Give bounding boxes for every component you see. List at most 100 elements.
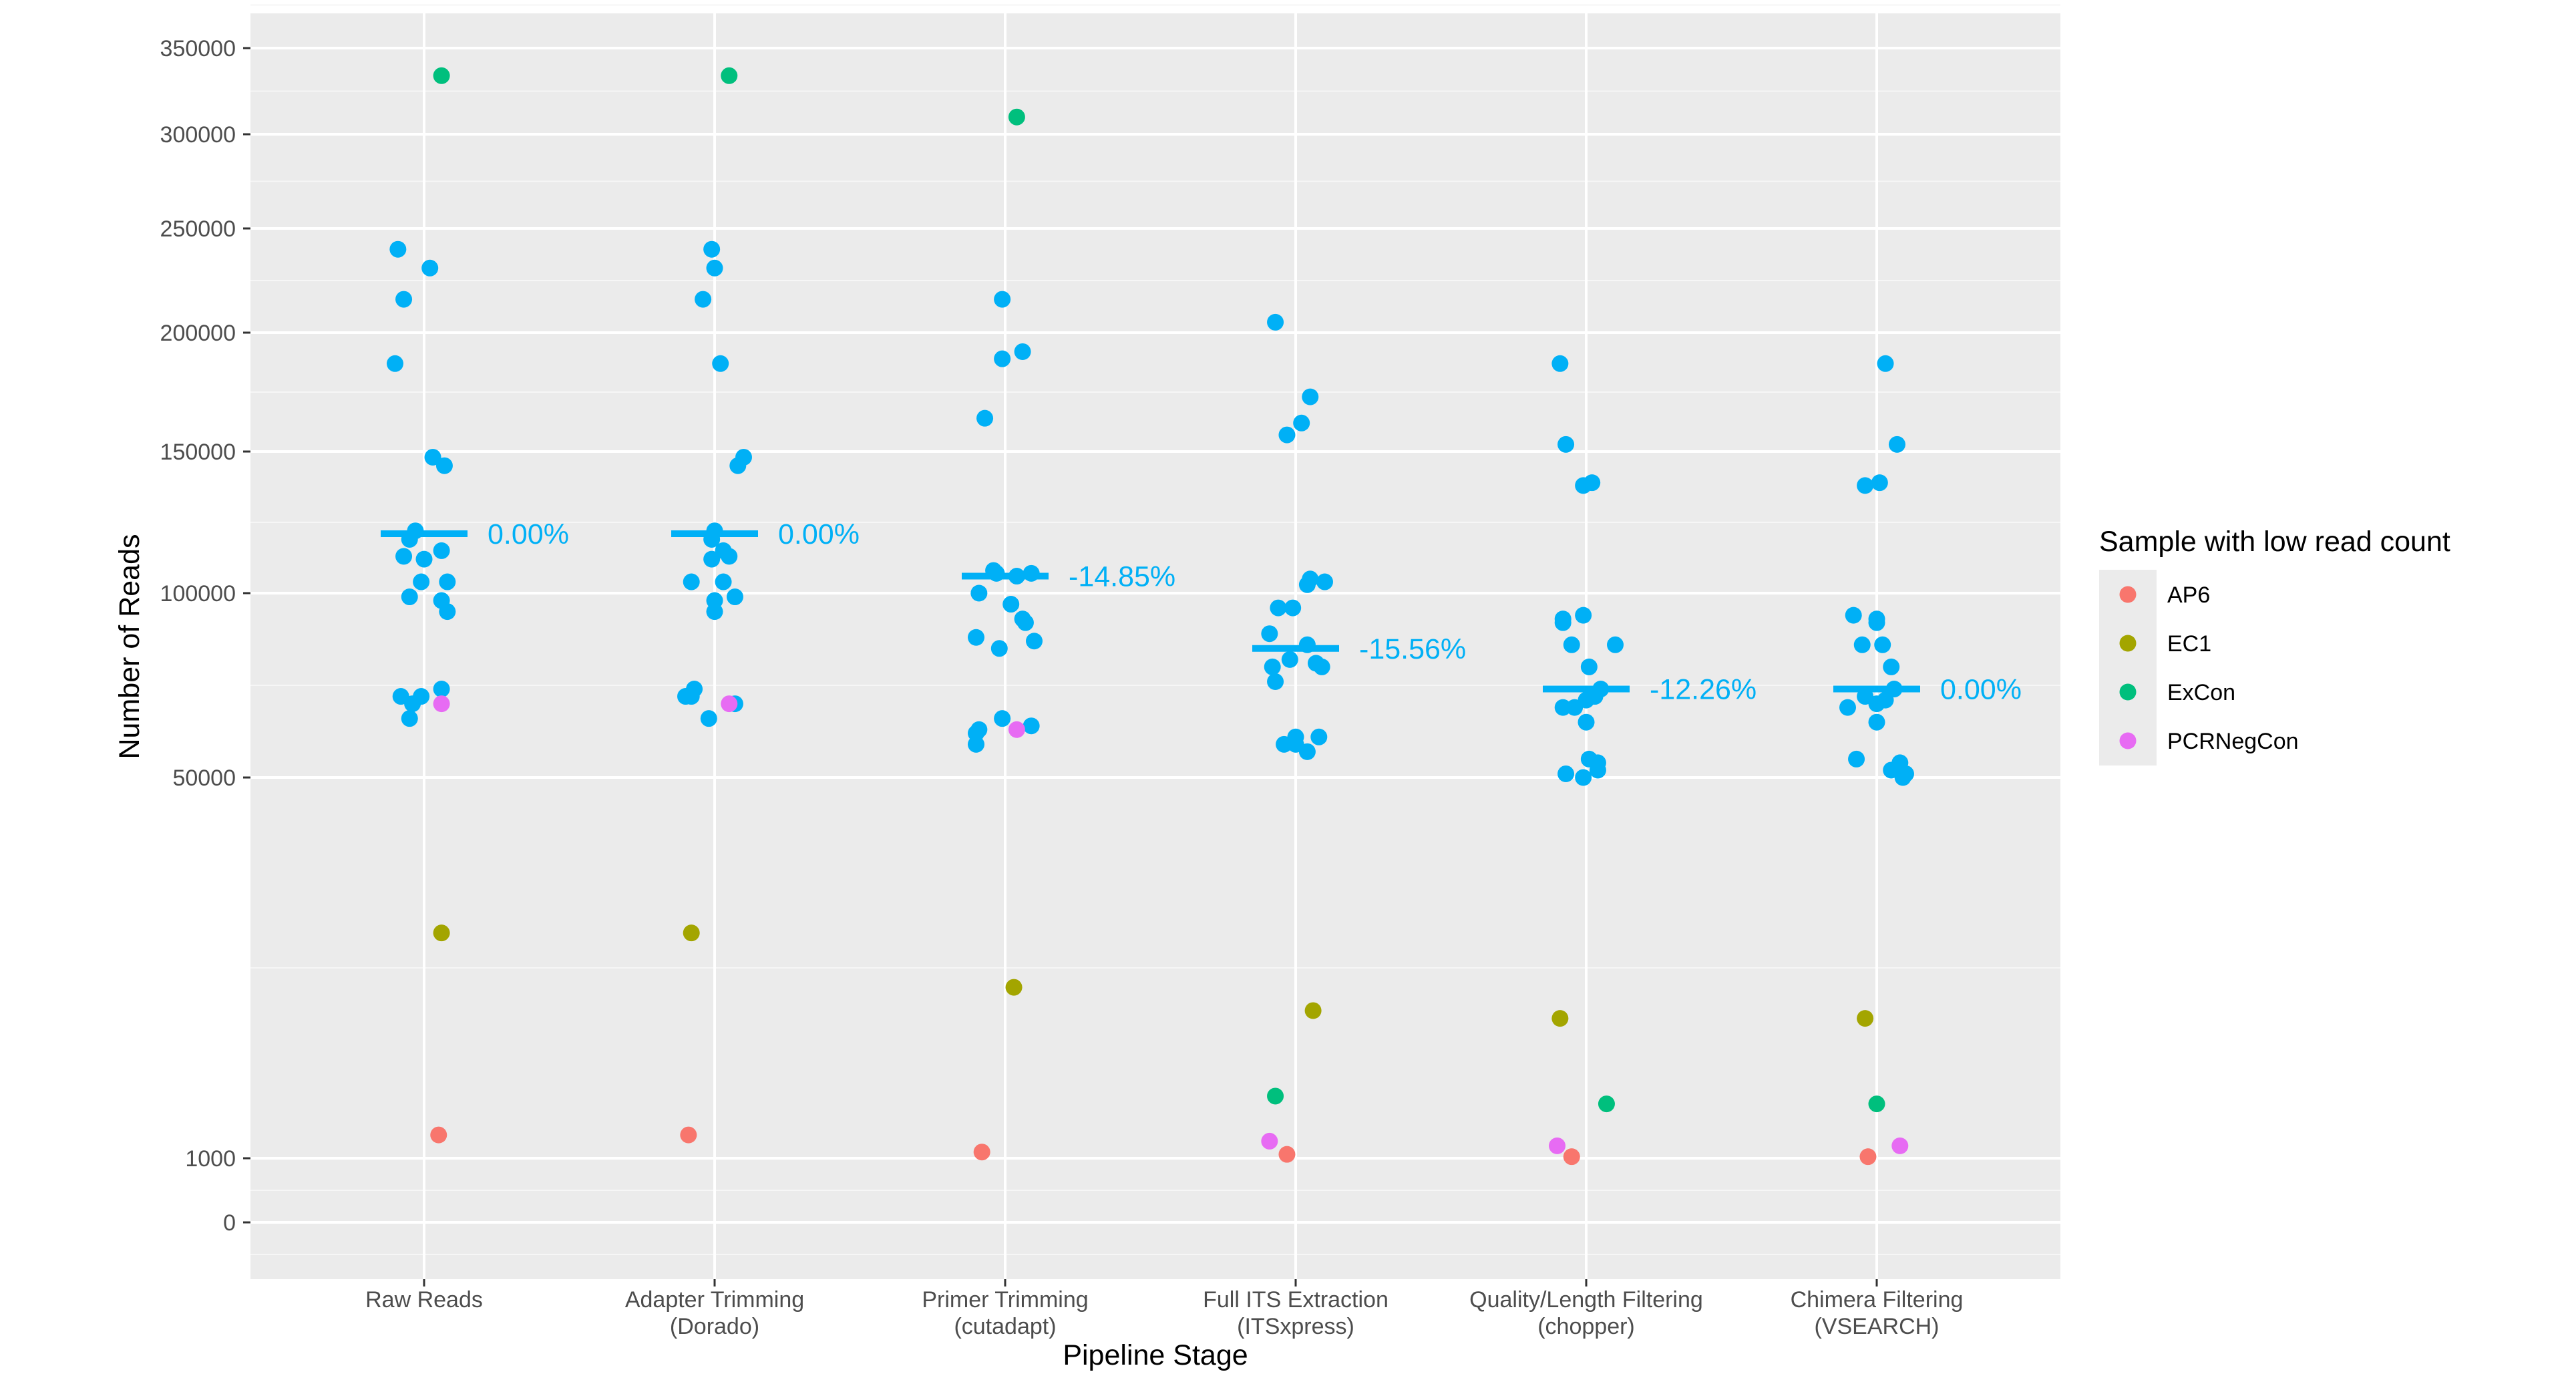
x-tick-label: Raw Reads <box>365 1287 483 1313</box>
point-other-samples <box>1607 636 1624 653</box>
point-other-samples <box>1298 743 1316 760</box>
legend-key <box>2119 586 2137 603</box>
point-other-samples <box>1578 713 1595 731</box>
point-other-samples <box>1839 699 1856 716</box>
point-other-samples <box>1298 576 1316 593</box>
point-other-samples <box>404 695 421 713</box>
legend-label: PCRNegCon <box>2167 729 2299 754</box>
point-other-samples <box>703 240 721 258</box>
y-axis-ticks: 0 1000 50000 100000 150000 200000 250000 300000… <box>160 36 250 1236</box>
legend: Sample with low read count AP6 EC1 ExCon PC… <box>2099 526 2450 765</box>
y-tick-label: 200000 <box>160 321 236 346</box>
point-other-samples <box>421 259 439 277</box>
point-other-samples <box>1575 769 1592 786</box>
point-other-samples <box>994 350 1011 367</box>
point-other-samples <box>703 550 721 568</box>
point-other-samples <box>1281 651 1298 668</box>
x-tick-label: Chimera Filtering <box>1791 1287 1964 1313</box>
plot-panel <box>250 13 2060 1279</box>
x-tick-sublabel: (chopper) <box>1537 1314 1635 1339</box>
y-axis-title: Number of Reads <box>114 534 146 759</box>
point-other-samples <box>413 573 430 590</box>
point-other-samples <box>1278 426 1296 444</box>
point-other-samples <box>1276 735 1293 753</box>
point-other-samples <box>715 573 732 590</box>
point-other-samples <box>1557 765 1575 782</box>
point-other-samples <box>712 355 729 372</box>
point-pcrnegcon <box>1008 721 1025 738</box>
point-other-samples <box>968 629 984 646</box>
point-other-samples <box>395 548 413 565</box>
point-other-samples <box>1316 573 1333 590</box>
point-ap6 <box>680 1126 697 1144</box>
point-ec1 <box>1304 1002 1322 1019</box>
y-tick-label: 300000 <box>160 122 236 148</box>
point-other-samples <box>433 542 450 559</box>
point-other-samples <box>1868 614 1885 631</box>
point-excon <box>1868 1095 1885 1113</box>
point-other-samples <box>1026 633 1043 650</box>
point-other-samples <box>433 681 450 698</box>
y-tick-label: 0 <box>223 1210 236 1236</box>
y-tick-label: 350000 <box>160 36 236 61</box>
point-other-samples <box>1267 313 1284 331</box>
point-other-samples <box>1566 699 1584 716</box>
legend-title: Sample with low read count <box>2099 526 2450 558</box>
point-other-samples <box>439 603 456 621</box>
point-other-samples <box>1874 636 1891 653</box>
point-pcrnegcon <box>433 695 450 713</box>
point-other-samples <box>1302 388 1319 405</box>
x-axis-title: Pipeline Stage <box>1063 1339 1248 1371</box>
point-other-samples <box>706 259 723 277</box>
point-excon <box>1008 108 1025 126</box>
point-other-samples <box>1580 658 1598 675</box>
point-ec1 <box>683 924 700 942</box>
point-other-samples <box>1557 436 1575 453</box>
point-other-samples <box>1264 658 1281 675</box>
percent-change-label: 0.00% <box>488 518 569 550</box>
point-other-samples <box>706 603 723 621</box>
point-other-samples <box>970 584 988 602</box>
point-other-samples <box>695 291 712 308</box>
point-ap6 <box>1859 1148 1877 1166</box>
point-other-samples <box>401 710 418 727</box>
point-other-samples <box>1871 474 1888 492</box>
percent-change-label: 0.00% <box>778 518 860 550</box>
point-excon <box>433 67 450 84</box>
percent-change-label: -14.85% <box>1069 561 1175 593</box>
point-other-samples <box>1883 658 1900 675</box>
x-tick-label: Full ITS Extraction <box>1203 1287 1389 1313</box>
point-ec1 <box>1857 1010 1874 1027</box>
point-other-samples <box>976 409 994 427</box>
point-other-samples <box>1014 343 1031 360</box>
point-other-samples <box>1270 599 1287 617</box>
x-tick-sublabel: (Dorado) <box>670 1314 759 1339</box>
point-other-samples <box>387 355 403 372</box>
percent-change-label: -12.26% <box>1650 674 1757 706</box>
point-other-samples <box>1848 750 1865 767</box>
point-pcrnegcon <box>1549 1137 1566 1154</box>
x-axis-ticks: Raw Reads Adapter Trimming(Dorado) Primer … <box>365 1279 1963 1339</box>
point-pcrnegcon <box>1261 1132 1278 1150</box>
legend-key <box>2119 635 2137 652</box>
x-tick-label: Quality/Length Filtering <box>1469 1287 1703 1313</box>
point-other-samples <box>1563 636 1580 653</box>
point-other-samples <box>1845 607 1862 624</box>
point-other-samples <box>1017 614 1034 631</box>
point-other-samples <box>424 448 441 466</box>
point-ec1 <box>433 924 450 942</box>
percent-change-labels: 0.00% 0.00% -14.85% -15.56% -12.26% 0.00% <box>488 518 2022 706</box>
point-other-samples <box>683 573 700 590</box>
point-other-samples <box>683 688 700 705</box>
point-other-samples <box>700 710 717 727</box>
point-other-samples <box>1853 636 1871 653</box>
point-other-samples <box>990 640 1008 657</box>
point-other-samples <box>1261 625 1278 643</box>
point-other-samples <box>721 548 738 565</box>
point-other-samples <box>1310 728 1328 745</box>
x-tick-label: Adapter Trimming <box>625 1287 804 1313</box>
legend-label: AP6 <box>2167 582 2210 608</box>
point-other-samples <box>1551 355 1569 372</box>
y-tick-label: 50000 <box>172 765 236 791</box>
point-other-samples <box>729 457 747 474</box>
